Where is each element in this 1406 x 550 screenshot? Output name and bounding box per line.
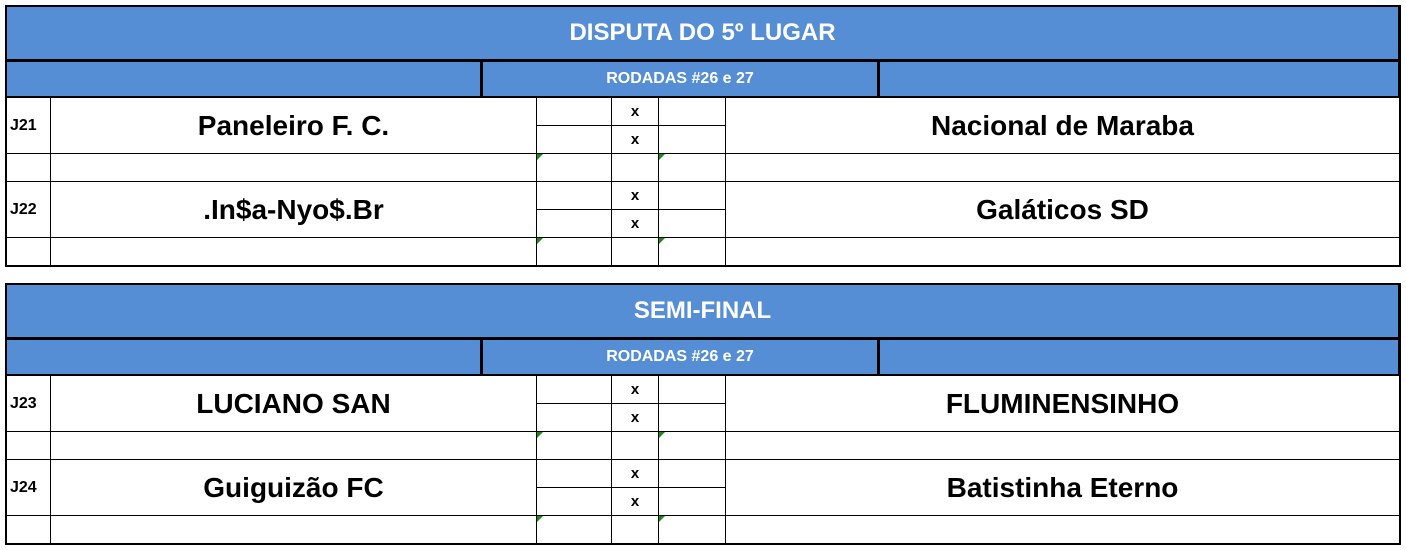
away-team[interactable]: FLUMINENSINHO	[725, 375, 1400, 432]
home-score-cell[interactable]	[536, 181, 612, 210]
header-cell-left[interactable]	[5, 338, 482, 376]
away-score-cell[interactable]	[658, 375, 726, 404]
away-score-cell[interactable]	[658, 515, 726, 544]
blank-cell[interactable]	[725, 153, 1400, 182]
home-team[interactable]: .In$a-Nyo$.Br	[50, 181, 537, 238]
away-score-cell[interactable]	[658, 459, 726, 488]
away-score-cell[interactable]	[658, 153, 726, 182]
versus-mark: x	[611, 181, 659, 210]
versus-mark	[611, 515, 659, 544]
blank-cell[interactable]	[50, 237, 537, 266]
away-score-cell[interactable]	[658, 209, 726, 238]
home-team[interactable]: Guiguizão FC	[50, 459, 537, 516]
versus-mark: x	[611, 125, 659, 154]
error-indicator-icon	[659, 238, 665, 244]
blank-cell[interactable]	[5, 515, 51, 544]
match-id: J23	[5, 375, 51, 432]
error-indicator-icon	[659, 516, 665, 522]
away-score-cell[interactable]	[658, 237, 726, 266]
versus-mark: x	[611, 403, 659, 432]
away-score-cell[interactable]	[658, 181, 726, 210]
blank-cell[interactable]	[5, 237, 51, 266]
away-team[interactable]: Nacional de Maraba	[725, 97, 1400, 154]
home-score-cell[interactable]	[536, 375, 612, 404]
versus-mark: x	[611, 459, 659, 488]
versus-mark: x	[611, 97, 659, 126]
versus-mark	[611, 237, 659, 266]
home-score-cell[interactable]	[536, 125, 612, 154]
home-score-cell[interactable]	[536, 459, 612, 488]
versus-mark: x	[611, 209, 659, 238]
error-indicator-icon	[659, 154, 665, 160]
section-subtitle: RODADAS #26 e 27	[481, 60, 879, 98]
versus-mark: x	[611, 375, 659, 404]
error-indicator-icon	[537, 432, 543, 438]
error-indicator-icon	[537, 516, 543, 522]
error-indicator-icon	[537, 238, 543, 244]
versus-mark	[611, 431, 659, 460]
section-subtitle: RODADAS #26 e 27	[481, 338, 879, 376]
blank-cell[interactable]	[725, 515, 1400, 544]
home-score-cell[interactable]	[536, 237, 612, 266]
away-team[interactable]: Galáticos SD	[725, 181, 1400, 238]
home-score-cell[interactable]	[536, 97, 612, 126]
blank-cell[interactable]	[725, 237, 1400, 266]
blank-cell[interactable]	[50, 153, 537, 182]
away-score-cell[interactable]	[658, 97, 726, 126]
blank-cell[interactable]	[725, 431, 1400, 460]
away-score-cell[interactable]	[658, 487, 726, 516]
match-id: J24	[5, 459, 51, 516]
home-team[interactable]: Paneleiro F. C.	[50, 97, 537, 154]
home-team[interactable]: LUCIANO SAN	[50, 375, 537, 432]
header-cell-left[interactable]	[5, 60, 482, 98]
blank-cell[interactable]	[50, 515, 537, 544]
versus-mark	[611, 153, 659, 182]
home-score-cell[interactable]	[536, 487, 612, 516]
section-title: SEMI-FINAL	[5, 283, 1400, 339]
match-id: J22	[5, 181, 51, 238]
home-score-cell[interactable]	[536, 403, 612, 432]
home-score-cell[interactable]	[536, 153, 612, 182]
match-id: J21	[5, 97, 51, 154]
error-indicator-icon	[659, 432, 665, 438]
header-cell-right[interactable]	[878, 60, 1400, 98]
header-cell-right[interactable]	[878, 338, 1400, 376]
blank-cell[interactable]	[50, 431, 537, 460]
away-team[interactable]: Batistinha Eterno	[725, 459, 1400, 516]
section-title: DISPUTA DO 5º LUGAR	[5, 5, 1400, 61]
home-score-cell[interactable]	[536, 431, 612, 460]
away-score-cell[interactable]	[658, 403, 726, 432]
home-score-cell[interactable]	[536, 515, 612, 544]
blank-cell[interactable]	[5, 153, 51, 182]
away-score-cell[interactable]	[658, 431, 726, 460]
away-score-cell[interactable]	[658, 125, 726, 154]
error-indicator-icon	[537, 154, 543, 160]
versus-mark: x	[611, 487, 659, 516]
home-score-cell[interactable]	[536, 209, 612, 238]
blank-cell[interactable]	[5, 431, 51, 460]
